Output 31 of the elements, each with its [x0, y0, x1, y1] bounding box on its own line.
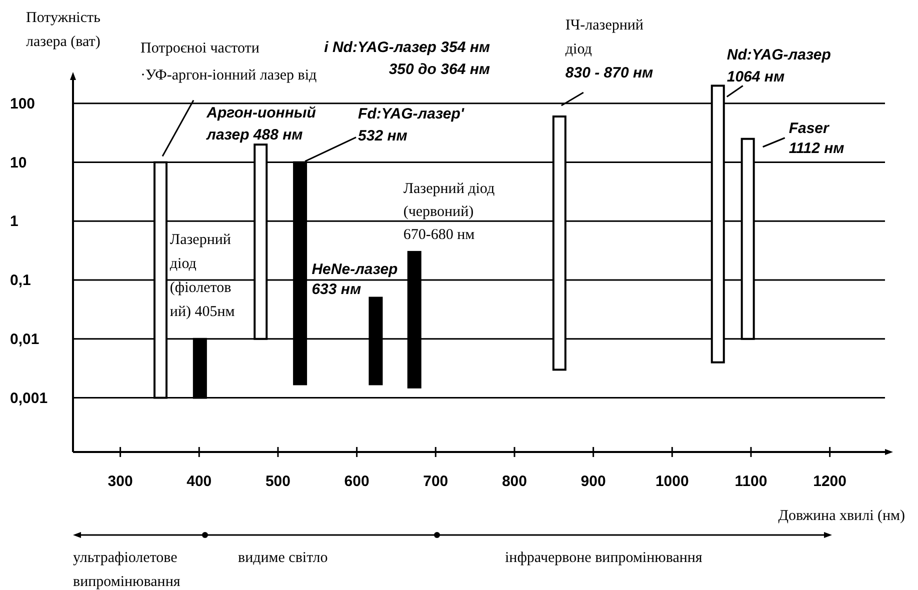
- x-tick-label: 600: [344, 473, 370, 490]
- annotation: Nd:YAG-лазер 1064 нм: [726, 46, 831, 86]
- x-tick-label: 1100: [734, 473, 768, 490]
- x-axis-title: Довжина хвилі (нм): [778, 508, 905, 524]
- y-tick-label: 1: [10, 213, 18, 230]
- annotation: Faser 1112 нм: [788, 120, 844, 157]
- x-tick-label: 400: [186, 473, 212, 490]
- y-tick-label: 10: [10, 154, 27, 172]
- y-tick-label: 0,001: [10, 390, 48, 407]
- annotation: Потроєноі частоти ·УФ-аргон-іонний лазер від: [140, 40, 318, 84]
- text: і Nd:YAG-лазер 354 нм 350 до 364 нм: [324, 39, 490, 78]
- x-tick-label: 500: [265, 473, 290, 490]
- text: ультрафіолетове випромінювання: [73, 550, 180, 590]
- x-tick-label: 1000: [655, 473, 689, 490]
- annotation: ІЧ-лазерний діод 830 - 870 нм: [565, 17, 654, 82]
- annotation: Аргон-ионный лазер 488 нм: [206, 104, 316, 144]
- y-tick-label: 0,01: [10, 330, 40, 348]
- x-tick-label: 700: [423, 473, 448, 490]
- x-tick-label: 300: [108, 473, 133, 490]
- text: видиме світло: [238, 550, 328, 566]
- annotation: Лазерний діод (червоний) 670-680 нм: [403, 180, 495, 243]
- y-axis-title: Потужність лазера (ват): [26, 10, 101, 50]
- text: інфрачервоне випромінювання: [505, 550, 702, 566]
- x-tick-label: 800: [502, 473, 527, 490]
- annotation: Лазерний діод (фіолетов ий) 405нм: [170, 232, 236, 320]
- annotation: HeNe-лазер 633 нм: [312, 260, 398, 298]
- y-tick-label: 0,1: [10, 272, 31, 290]
- y-tick-label: 100: [10, 95, 36, 112]
- x-tick-label: 900: [580, 473, 606, 490]
- annotation: Fd:YAG-лазер' 532 нм: [358, 105, 464, 144]
- x-tick-label: 1200: [813, 473, 847, 490]
